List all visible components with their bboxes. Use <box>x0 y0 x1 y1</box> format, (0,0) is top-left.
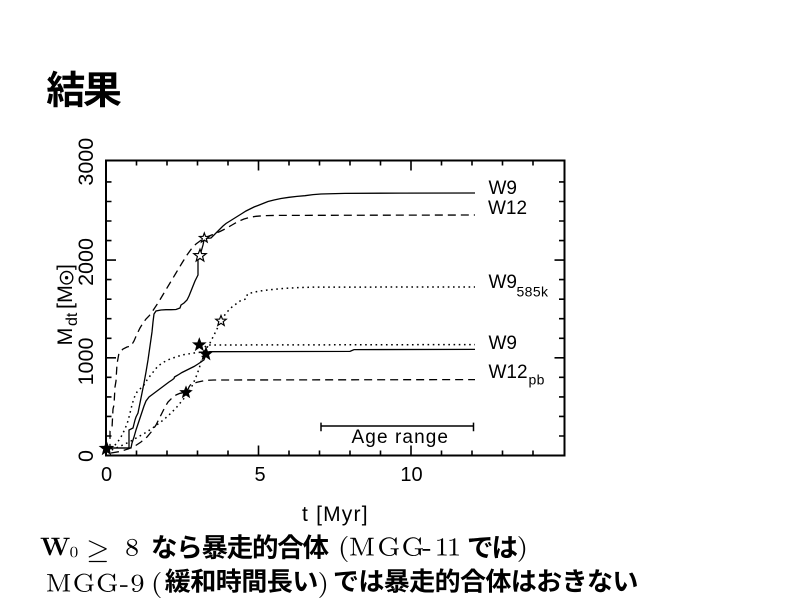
svg-text:W9: W9 <box>489 333 518 354</box>
svg-text:]: ] <box>53 264 77 270</box>
svg-text:Age range: Age range <box>352 427 450 448</box>
svg-text:W9: W9 <box>489 178 518 199</box>
svg-text:W12: W12 <box>489 362 528 383</box>
svg-text:t [Myr]: t [Myr] <box>302 503 369 526</box>
svg-text:585k: 585k <box>517 284 550 300</box>
svg-text:dt: dt <box>64 312 81 326</box>
svg-text:3000: 3000 <box>74 138 98 186</box>
svg-text:5: 5 <box>254 464 265 486</box>
svg-text:2000: 2000 <box>74 238 98 286</box>
svg-text:W9: W9 <box>489 272 518 293</box>
svg-text:0: 0 <box>101 464 112 486</box>
svg-text:M: M <box>53 328 77 346</box>
svg-text:[M: [M <box>53 285 77 309</box>
svg-text:1000: 1000 <box>74 338 98 386</box>
svg-text:pb: pb <box>529 372 545 388</box>
svg-text:W12: W12 <box>488 198 527 219</box>
svg-text:0: 0 <box>74 450 98 462</box>
svg-text:10: 10 <box>400 464 422 486</box>
